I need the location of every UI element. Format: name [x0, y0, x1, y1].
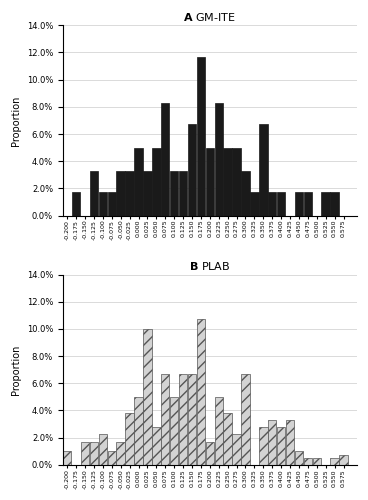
- Y-axis label: Proportion: Proportion: [11, 344, 21, 395]
- Bar: [295, 192, 303, 216]
- Bar: [116, 442, 125, 465]
- Bar: [277, 192, 285, 216]
- Bar: [107, 452, 116, 465]
- Bar: [339, 456, 348, 465]
- Bar: [188, 124, 196, 216]
- Title: $\bf{B}$ $\rm{PLAB}$: $\bf{B}$ $\rm{PLAB}$: [189, 260, 230, 272]
- Bar: [99, 192, 107, 216]
- Bar: [107, 192, 116, 216]
- Bar: [134, 397, 143, 465]
- Bar: [179, 374, 187, 465]
- Bar: [312, 458, 321, 465]
- Bar: [188, 374, 196, 465]
- Bar: [304, 458, 312, 465]
- Bar: [161, 102, 170, 216]
- Bar: [304, 192, 312, 216]
- Bar: [223, 148, 232, 216]
- Bar: [152, 148, 160, 216]
- Title: $\bf{A}$ $\rm{GM‐ITE}$: $\bf{A}$ $\rm{GM‐ITE}$: [183, 11, 236, 23]
- Bar: [143, 170, 152, 216]
- Bar: [116, 170, 125, 216]
- Y-axis label: Proportion: Proportion: [11, 95, 21, 146]
- Bar: [232, 148, 241, 216]
- Bar: [268, 192, 276, 216]
- Bar: [259, 124, 268, 216]
- Bar: [72, 192, 80, 216]
- Bar: [286, 420, 294, 465]
- Bar: [223, 413, 232, 465]
- Bar: [197, 56, 205, 216]
- Bar: [125, 170, 134, 216]
- Bar: [99, 434, 107, 465]
- Bar: [241, 374, 250, 465]
- Bar: [215, 102, 223, 216]
- Bar: [170, 397, 178, 465]
- Bar: [90, 170, 98, 216]
- Bar: [170, 170, 178, 216]
- Bar: [161, 374, 170, 465]
- Bar: [232, 434, 241, 465]
- Bar: [134, 148, 143, 216]
- Bar: [197, 320, 205, 465]
- Bar: [63, 452, 71, 465]
- Bar: [241, 170, 250, 216]
- Bar: [215, 397, 223, 465]
- Bar: [206, 148, 214, 216]
- Bar: [179, 170, 187, 216]
- Bar: [295, 452, 303, 465]
- Bar: [152, 427, 160, 465]
- Bar: [81, 442, 89, 465]
- Bar: [125, 413, 134, 465]
- Bar: [250, 192, 259, 216]
- Bar: [277, 427, 285, 465]
- Bar: [268, 420, 276, 465]
- Bar: [330, 458, 339, 465]
- Bar: [90, 442, 98, 465]
- Bar: [259, 427, 268, 465]
- Bar: [143, 329, 152, 465]
- Bar: [206, 442, 214, 465]
- Bar: [330, 192, 339, 216]
- Bar: [322, 192, 330, 216]
